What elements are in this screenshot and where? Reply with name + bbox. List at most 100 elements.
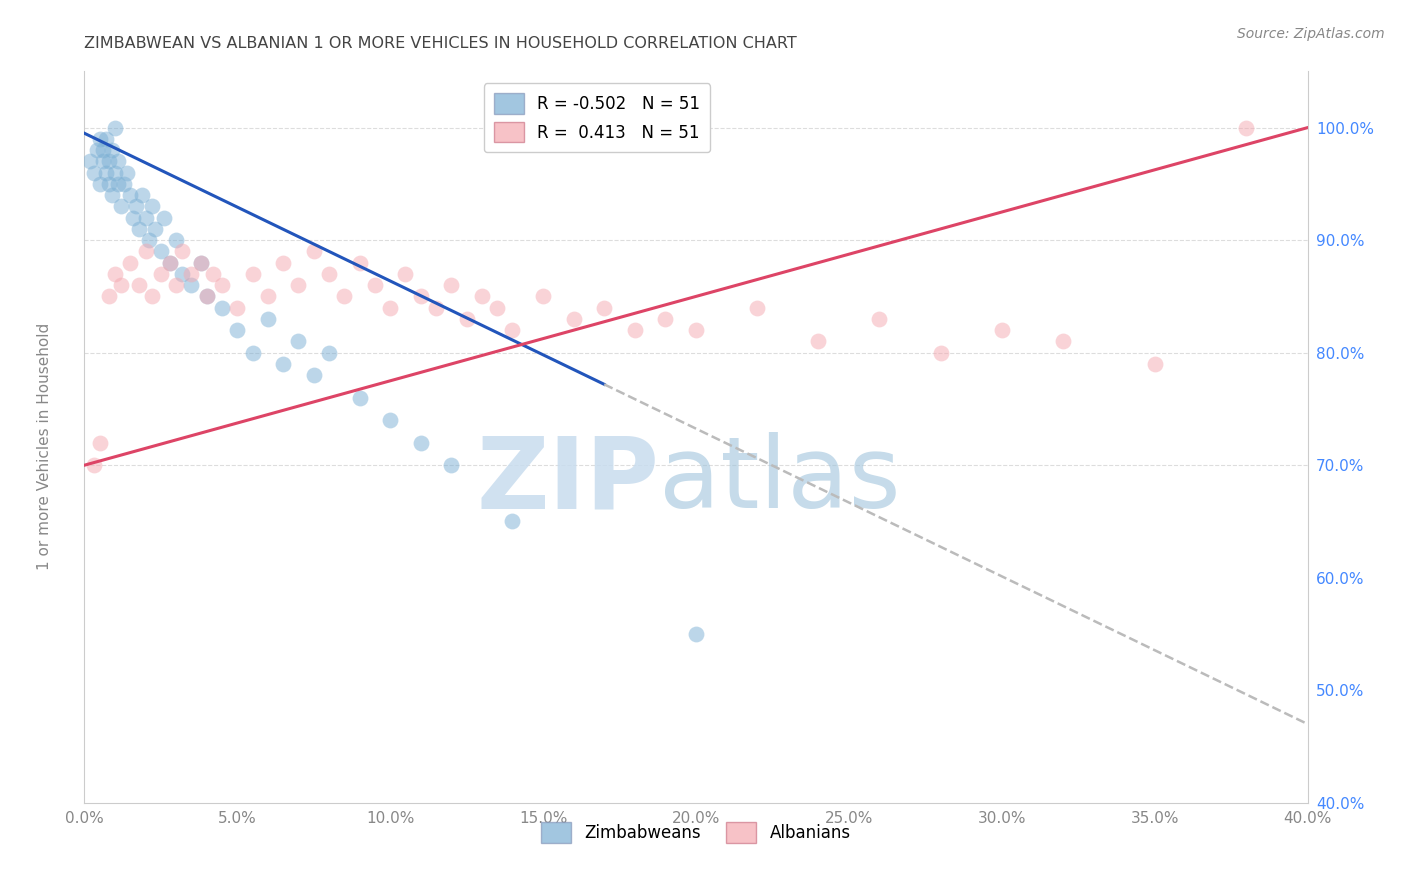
Point bbox=[195, 289, 218, 303]
Point bbox=[107, 154, 129, 169]
Point bbox=[409, 289, 432, 303]
Point bbox=[562, 312, 585, 326]
Point bbox=[135, 211, 157, 225]
Point bbox=[486, 301, 509, 315]
Point bbox=[685, 323, 707, 337]
Point bbox=[271, 255, 294, 269]
Point bbox=[1236, 120, 1258, 135]
Point bbox=[685, 627, 707, 641]
Point bbox=[302, 244, 325, 259]
Point bbox=[91, 154, 114, 169]
Point bbox=[333, 289, 356, 303]
Point bbox=[991, 323, 1014, 337]
Text: ZIMBABWEAN VS ALBANIAN 1 OR MORE VEHICLES IN HOUSEHOLD CORRELATION CHART: ZIMBABWEAN VS ALBANIAN 1 OR MORE VEHICLE… bbox=[84, 36, 797, 51]
Point bbox=[364, 278, 387, 293]
Point bbox=[869, 312, 891, 326]
Point bbox=[211, 301, 233, 315]
Point bbox=[190, 255, 212, 269]
Point bbox=[110, 199, 132, 213]
Point bbox=[86, 143, 108, 157]
Point bbox=[242, 267, 264, 281]
Point bbox=[394, 267, 416, 281]
Point bbox=[165, 278, 187, 293]
Point bbox=[180, 278, 202, 293]
Point bbox=[318, 345, 340, 359]
Point bbox=[502, 323, 524, 337]
Point bbox=[257, 289, 280, 303]
Point bbox=[159, 255, 181, 269]
Point bbox=[471, 289, 494, 303]
Point bbox=[104, 120, 127, 135]
Point bbox=[97, 177, 120, 191]
Point bbox=[128, 278, 150, 293]
Point bbox=[107, 177, 129, 191]
Point bbox=[654, 312, 676, 326]
Point bbox=[211, 278, 233, 293]
Point bbox=[89, 177, 111, 191]
Point bbox=[143, 222, 166, 236]
Point bbox=[97, 289, 120, 303]
Point bbox=[257, 312, 280, 326]
Point bbox=[128, 222, 150, 236]
Point bbox=[226, 301, 249, 315]
Point bbox=[409, 435, 432, 450]
Point bbox=[83, 166, 105, 180]
Point bbox=[380, 413, 402, 427]
Point bbox=[318, 267, 340, 281]
Point bbox=[456, 312, 478, 326]
Point bbox=[425, 301, 447, 315]
Point bbox=[120, 188, 142, 202]
Point bbox=[180, 267, 202, 281]
Text: ZIP: ZIP bbox=[477, 433, 659, 530]
Point bbox=[89, 132, 111, 146]
Point bbox=[440, 278, 463, 293]
Point bbox=[97, 154, 120, 169]
Point bbox=[747, 301, 769, 315]
Point bbox=[125, 199, 148, 213]
Point bbox=[242, 345, 264, 359]
Point bbox=[349, 391, 371, 405]
Point bbox=[149, 244, 172, 259]
Point bbox=[94, 166, 117, 180]
Point bbox=[226, 323, 249, 337]
Point bbox=[1143, 357, 1166, 371]
Legend: Zimbabweans, Albanians: Zimbabweans, Albanians bbox=[534, 815, 858, 849]
Point bbox=[593, 301, 616, 315]
Point bbox=[141, 289, 163, 303]
Point bbox=[380, 301, 402, 315]
Point bbox=[138, 233, 160, 247]
Point bbox=[287, 334, 309, 349]
Point bbox=[91, 143, 114, 157]
Point bbox=[349, 255, 371, 269]
Point bbox=[83, 458, 105, 473]
Point bbox=[165, 233, 187, 247]
Point bbox=[131, 188, 153, 202]
Point bbox=[531, 289, 554, 303]
Point bbox=[115, 166, 138, 180]
Point bbox=[89, 435, 111, 450]
Point bbox=[1052, 334, 1074, 349]
Point bbox=[929, 345, 952, 359]
Point bbox=[502, 515, 524, 529]
Point bbox=[122, 211, 145, 225]
Point bbox=[190, 255, 212, 269]
Point bbox=[101, 143, 124, 157]
Point bbox=[120, 255, 142, 269]
Point bbox=[172, 267, 194, 281]
Point bbox=[112, 177, 135, 191]
Point bbox=[201, 267, 224, 281]
Point bbox=[94, 132, 117, 146]
Text: 1 or more Vehicles in Household: 1 or more Vehicles in Household bbox=[38, 322, 52, 570]
Point bbox=[104, 267, 127, 281]
Point bbox=[807, 334, 830, 349]
Point bbox=[172, 244, 194, 259]
Point bbox=[141, 199, 163, 213]
Point bbox=[79, 154, 101, 169]
Text: atlas: atlas bbox=[659, 433, 901, 530]
Point bbox=[135, 244, 157, 259]
Point bbox=[149, 267, 172, 281]
Point bbox=[302, 368, 325, 383]
Point bbox=[195, 289, 218, 303]
Point bbox=[153, 211, 176, 225]
Point bbox=[271, 357, 294, 371]
